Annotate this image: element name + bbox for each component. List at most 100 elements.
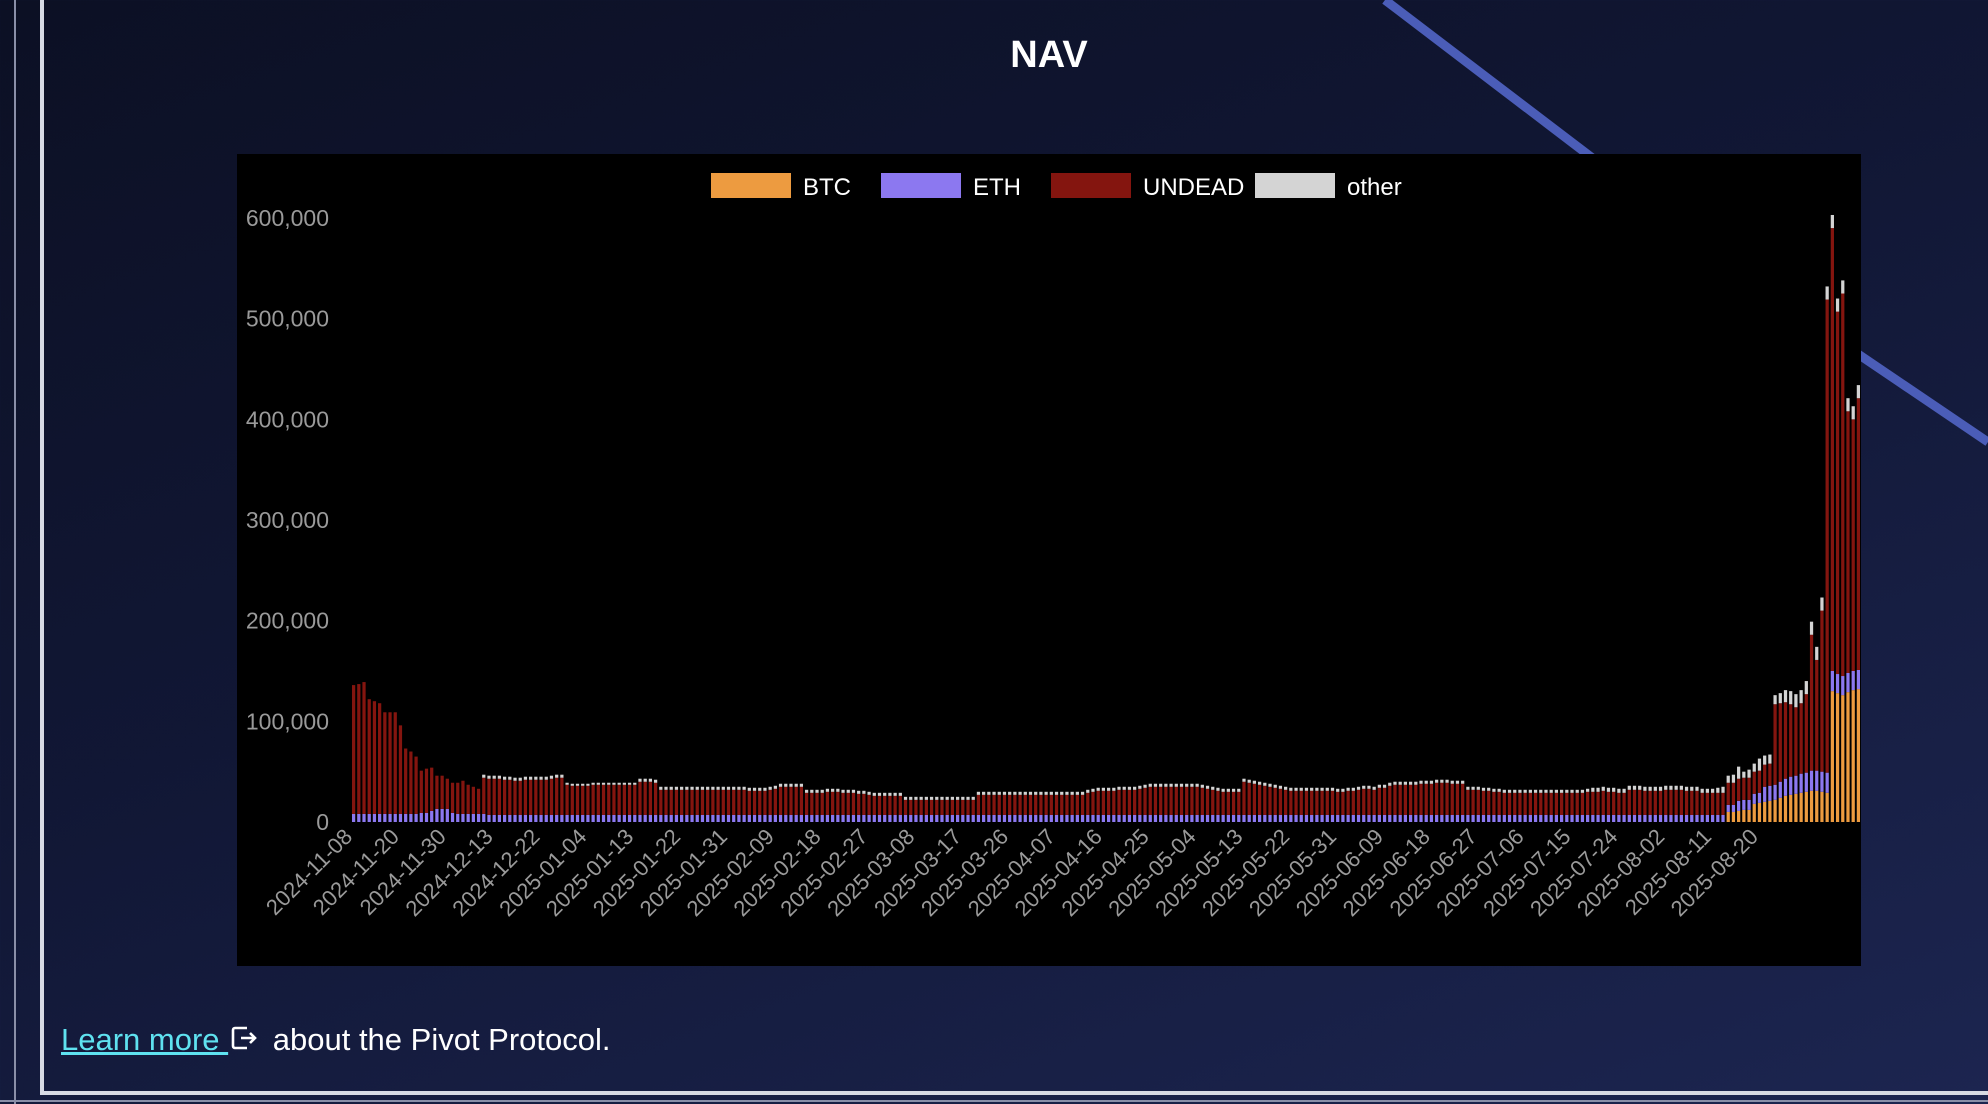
bar-eth (950, 814, 955, 822)
bar-undead (903, 799, 908, 815)
bar-eth (565, 814, 569, 822)
bar-btc (1783, 795, 1788, 822)
bar-eth (450, 812, 455, 822)
bar-other (643, 778, 647, 782)
bar-undead (1627, 789, 1631, 815)
bar-undead (653, 782, 658, 815)
bar-other (1034, 791, 1038, 795)
bar-other (1065, 791, 1069, 795)
bar-other (1617, 788, 1621, 793)
bar-other (1742, 771, 1746, 778)
bar-other (502, 776, 507, 780)
bar-undead (872, 795, 876, 815)
bar-other (773, 785, 777, 789)
bar-undead (456, 782, 460, 814)
bar-other (659, 786, 663, 790)
bar-eth (674, 814, 679, 822)
bar-other (1669, 785, 1673, 790)
bar-undead (1133, 789, 1137, 815)
bar-other (1414, 781, 1418, 785)
bar-undead (1231, 791, 1236, 815)
bar-undead (1179, 786, 1184, 815)
bar-eth (1195, 814, 1199, 822)
bar-btc (1763, 801, 1767, 822)
bar-eth (523, 814, 528, 822)
bar-other (664, 786, 668, 790)
bar-eth (1518, 814, 1522, 822)
bar-other (1856, 385, 1861, 399)
bar-other (778, 783, 783, 787)
bar-undead (919, 799, 923, 815)
bar-eth (1039, 814, 1043, 822)
bar-undead (1580, 792, 1585, 815)
bar-other (846, 789, 850, 793)
bar-eth (1075, 814, 1079, 822)
bar-eth (1330, 814, 1335, 822)
bar-undead (1690, 790, 1694, 815)
bar-undead (1216, 790, 1220, 815)
bar-other (1169, 783, 1173, 787)
bar-other (1502, 789, 1506, 793)
bar-btc (1726, 811, 1730, 822)
bar-eth (810, 814, 814, 822)
bar-eth (653, 814, 658, 822)
bar-eth (1133, 814, 1137, 822)
y-tick-label: 500,000 (246, 306, 329, 332)
bar-other (508, 776, 512, 780)
bar-other (1164, 783, 1168, 787)
bar-eth (1060, 814, 1064, 822)
bar-undead (992, 794, 996, 815)
bar-eth (529, 814, 533, 822)
bar-other (1054, 791, 1059, 795)
bar-eth (612, 814, 616, 822)
bar-undead (612, 784, 616, 815)
bar-eth (784, 814, 788, 822)
bar-eth (1054, 814, 1059, 822)
bar-other (1679, 785, 1683, 790)
bar-other (1539, 789, 1543, 793)
bar-undead (1325, 790, 1329, 815)
bar-eth (690, 814, 694, 822)
bar-other (1643, 786, 1647, 791)
bar-undead (1507, 792, 1512, 815)
bar-other (789, 783, 793, 787)
bar-undead (659, 789, 663, 815)
bar-eth (1648, 814, 1652, 822)
bar-undead (1408, 784, 1413, 815)
bar-eth (638, 814, 642, 822)
bar-undead (1284, 789, 1288, 815)
bar-eth (680, 814, 684, 822)
bar-btc (1799, 792, 1803, 822)
bar-undead (1304, 790, 1309, 815)
bar-eth (700, 814, 705, 822)
bar-eth (1268, 814, 1272, 822)
bar-undead (1533, 792, 1538, 815)
bar-eth (549, 814, 554, 822)
bar-undead (763, 790, 767, 815)
bar-eth (1627, 814, 1631, 822)
bar-eth (404, 813, 408, 822)
bar-other (492, 775, 496, 779)
bar-other (737, 786, 741, 790)
bar-other (586, 783, 590, 786)
bar-other (1211, 786, 1215, 790)
external-link-icon[interactable] (230, 1024, 258, 1060)
bar-btc (1830, 691, 1834, 822)
learn-more-link[interactable]: Learn more (61, 1022, 228, 1057)
bar-undead (1804, 694, 1808, 773)
bar-eth (877, 814, 882, 822)
bar-eth (872, 814, 876, 822)
bar-undead (1257, 784, 1262, 815)
bar-other (1002, 791, 1007, 795)
bar-eth (1008, 814, 1012, 822)
bar-other (1632, 785, 1637, 790)
bar-other (1471, 786, 1475, 790)
bar-eth (1159, 814, 1163, 822)
bar-eth (1362, 814, 1366, 822)
bar-other (1044, 791, 1048, 795)
bar-undead (596, 784, 600, 815)
bar-undead (1127, 789, 1132, 815)
bar-undead (1783, 702, 1788, 779)
bar-eth (831, 814, 835, 822)
bar-eth (1278, 814, 1283, 822)
